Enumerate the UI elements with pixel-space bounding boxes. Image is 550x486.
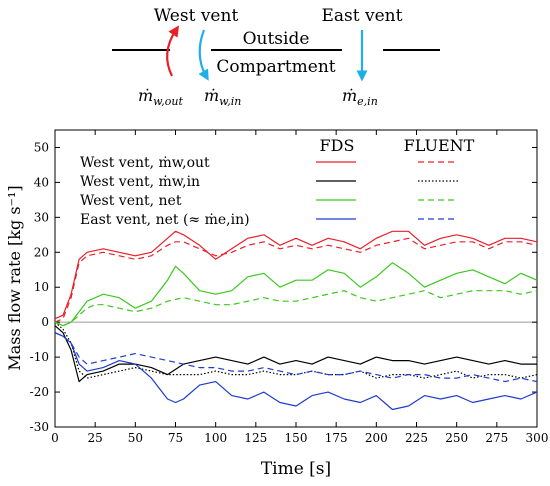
y-axis-ticks: -30 -20 -10 0 10 20 30 40 50 — [30, 140, 537, 434]
x-axis-label: Time [s] — [261, 459, 331, 479]
west-vent-label: West vent — [154, 6, 239, 26]
x-tick-label: 25 — [88, 431, 103, 445]
y-tick-label: 50 — [34, 140, 49, 154]
x-axis-ticks: 0 25 50 75 100 125 150 175 200 225 250 275 300 — [51, 130, 548, 445]
x-tick-label: 225 — [405, 431, 428, 445]
inflow-arrow-blue — [198, 29, 209, 81]
legend-entry-label: West vent, ṁw,in — [80, 174, 200, 190]
outflow-arrow-red — [166, 25, 180, 77]
y-tick-label: -20 — [30, 385, 49, 399]
y-tick-label: 0 — [41, 315, 49, 329]
me-in-label: ṁe,in — [342, 86, 378, 108]
x-tick-label: 75 — [168, 431, 183, 445]
legend-entry-label: East vent, net (≈ ṁe,in) — [80, 212, 250, 228]
schematic: West vent East vent Outside Compartment … — [112, 6, 440, 108]
x-tick-label: 275 — [485, 431, 508, 445]
east-vent-label: East vent — [322, 6, 403, 26]
series-line-7 — [54, 332, 538, 383]
x-tick-label: 200 — [365, 431, 388, 445]
x-tick-label: 50 — [128, 431, 143, 445]
series-line-2 — [54, 325, 537, 383]
legend-header-fluent: FLUENT — [404, 136, 475, 155]
y-tick-label: -30 — [30, 420, 49, 434]
series-layer — [54, 230, 538, 411]
legend-entries: West vent, ṁw,out West vent, ṁw,in West ve… — [80, 155, 458, 228]
legend-entry-label: West vent, ṁw,out — [80, 155, 210, 171]
y-axis-label: Mass flow rate [kg s⁻¹] — [5, 185, 24, 370]
x-tick-label: 250 — [445, 431, 468, 445]
legend-entry-label: West vent, net — [80, 193, 182, 209]
y-tick-label: 20 — [34, 245, 49, 259]
x-tick-label: 125 — [244, 431, 267, 445]
series-line-1 — [54, 237, 538, 323]
x-tick-label: 175 — [325, 431, 348, 445]
y-tick-label: 30 — [34, 210, 49, 224]
chart: 0 25 50 75 100 125 150 175 200 225 250 275 300 -30-2… — [5, 129, 548, 479]
outside-label: Outside — [243, 29, 310, 49]
y-tick-label: 40 — [34, 175, 49, 189]
mw-in-label: ṁw,in — [204, 86, 241, 108]
series-line-0 — [54, 230, 538, 320]
mw-out-label: ṁw,out — [138, 86, 183, 108]
y-tick-label: 10 — [34, 280, 49, 294]
y-tick-label: -10 — [30, 350, 49, 364]
x-tick-label: 300 — [526, 431, 549, 445]
legend-header-fds: FDS — [320, 136, 355, 155]
series-line-4 — [54, 262, 538, 327]
x-tick-label: 0 — [51, 431, 59, 445]
series-line-6 — [54, 332, 538, 411]
x-tick-label: 150 — [285, 431, 308, 445]
x-tick-label: 100 — [204, 431, 227, 445]
series-line-3 — [54, 321, 538, 379]
series-line-5 — [54, 290, 538, 327]
compartment-label: Compartment — [216, 57, 335, 77]
